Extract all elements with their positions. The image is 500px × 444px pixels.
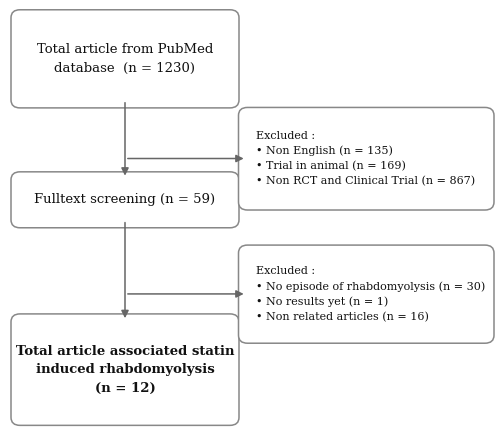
FancyBboxPatch shape [11, 172, 239, 228]
Text: Fulltext screening (n = 59): Fulltext screening (n = 59) [34, 193, 216, 206]
Text: Total article from PubMed
database  (n = 1230): Total article from PubMed database (n = … [37, 43, 213, 75]
FancyBboxPatch shape [238, 107, 494, 210]
Text: Total article associated statin
induced rhabdomyolysis
(n = 12): Total article associated statin induced … [16, 345, 234, 395]
FancyBboxPatch shape [238, 245, 494, 343]
FancyBboxPatch shape [11, 314, 239, 425]
Text: Excluded :
• No episode of rhabdomyolysis (n = 30)
• No results yet (n = 1)
• No: Excluded : • No episode of rhabdomyolysi… [256, 266, 486, 322]
Text: Excluded :
• Non English (n = 135)
• Trial in animal (n = 169)
• Non RCT and Cli: Excluded : • Non English (n = 135) • Tri… [256, 131, 476, 186]
FancyBboxPatch shape [11, 10, 239, 108]
